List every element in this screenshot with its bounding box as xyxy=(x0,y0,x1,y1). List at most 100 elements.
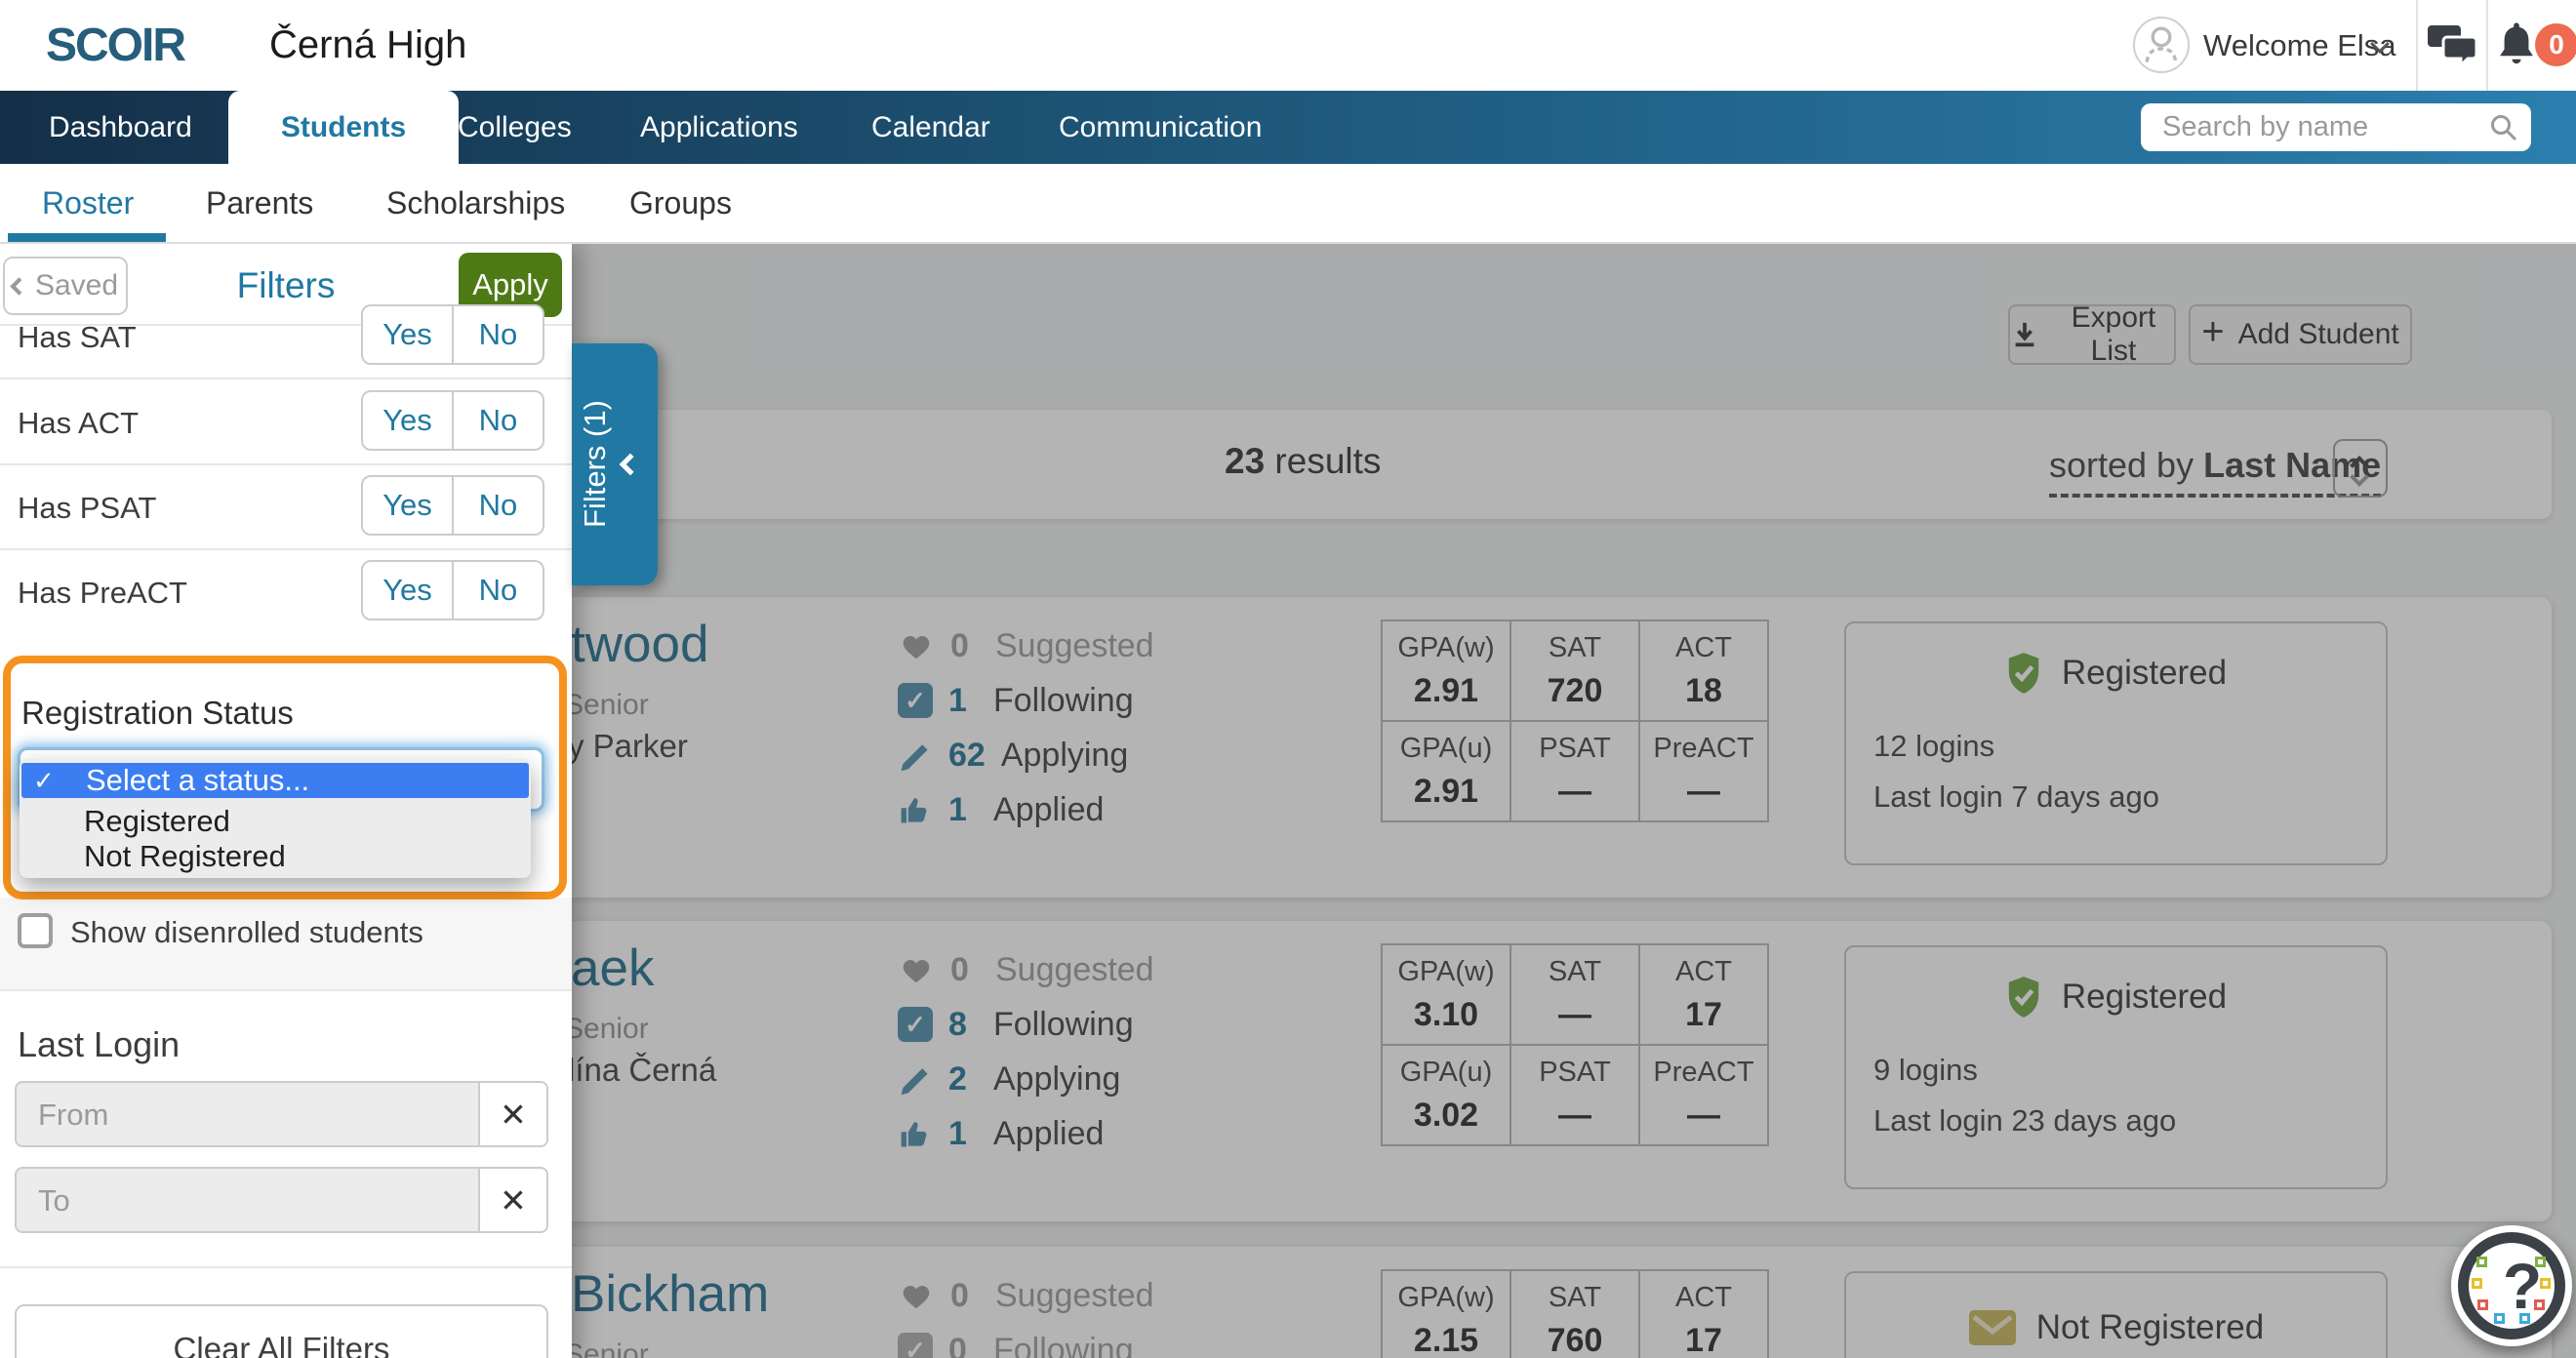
show-disenrolled-checkbox[interactable] xyxy=(18,913,53,948)
filters-collapse-tab[interactable]: Filters (1) xyxy=(572,343,658,585)
divider xyxy=(0,324,572,326)
stat-suggested[interactable]: 0 Suggested xyxy=(898,1268,1154,1323)
score-label: GPA(u) xyxy=(1399,732,1493,764)
notification-count-badge: 0 xyxy=(2535,23,2576,66)
divider xyxy=(0,548,572,550)
stat-applied[interactable]: 1 Applied xyxy=(898,782,1154,837)
score-label: GPA(u) xyxy=(1399,1056,1493,1088)
stat-applying[interactable]: 2 Applying xyxy=(898,1052,1154,1106)
clear-all-filters-button[interactable]: Clear All Filters xyxy=(15,1304,548,1358)
user-avatar[interactable] xyxy=(2133,17,2190,73)
score-label: GPA(w) xyxy=(1397,1281,1495,1313)
yes-button[interactable]: Yes xyxy=(363,392,454,449)
yes-button[interactable]: Yes xyxy=(363,306,454,363)
account-menu-trigger[interactable]: Welcome Elsa xyxy=(2203,28,2396,62)
from-input[interactable] xyxy=(38,1095,448,1136)
score-value: 2.15 xyxy=(1413,1321,1479,1358)
yes-button[interactable]: Yes xyxy=(363,562,454,619)
add-student-button[interactable]: + Add Student xyxy=(2189,304,2412,365)
dropdown-option-not-registered[interactable]: Not Registered xyxy=(84,839,286,873)
student-name-link[interactable]: twood xyxy=(571,616,709,673)
stat-value: 0 xyxy=(950,1276,969,1314)
stat-value: 62 xyxy=(948,736,986,774)
sort-direction-button[interactable] xyxy=(2333,439,2388,498)
dropdown-option-registered[interactable]: Registered xyxy=(84,804,230,838)
student-college-stats: 0 Suggested ✓ 8 Following 2 Applying 1 A… xyxy=(898,942,1154,1161)
nav-communication[interactable]: Communication xyxy=(1059,111,1263,143)
last-login-text: Last login 23 days ago xyxy=(1873,1103,2177,1138)
to-input[interactable] xyxy=(38,1180,448,1221)
stat-suggested[interactable]: 0 Suggested xyxy=(898,942,1154,997)
score-value: 17 xyxy=(1685,995,1722,1033)
scoir-logo[interactable]: SCOIR xyxy=(46,20,186,71)
score-label: ACT xyxy=(1675,1281,1732,1313)
score-label: SAT xyxy=(1548,955,1602,987)
nav-students[interactable]: Students xyxy=(228,91,459,164)
clear-from-button[interactable]: ✕ xyxy=(478,1083,546,1145)
sort-field-trigger[interactable]: sorted by Last Name xyxy=(2049,445,2382,498)
check-square-icon: ✓ xyxy=(898,683,933,718)
notifications-button[interactable] xyxy=(2494,20,2539,72)
heart-icon xyxy=(898,627,935,664)
export-list-button[interactable]: Export List xyxy=(2008,301,2176,367)
last-login-label: Last Login xyxy=(18,1024,181,1064)
filters-title: Filters xyxy=(236,265,336,305)
registration-panel: Not Registered xyxy=(1844,1271,2388,1358)
no-button[interactable]: No xyxy=(454,477,543,534)
tab-roster[interactable]: Roster xyxy=(42,185,135,220)
filter-label-has-psat: Has PSAT xyxy=(18,491,157,525)
student-grade: Senior xyxy=(564,1013,649,1045)
score-label: GPA(w) xyxy=(1397,631,1495,663)
clear-to-button[interactable]: ✕ xyxy=(478,1169,546,1231)
search-input[interactable] xyxy=(2162,107,2475,146)
heart-icon xyxy=(898,951,935,988)
has-preact-toggle: Yes No xyxy=(361,560,544,620)
nav-calendar[interactable]: Calendar xyxy=(871,111,990,143)
tab-scholarships[interactable]: Scholarships xyxy=(386,185,566,220)
has-psat-toggle: Yes No xyxy=(361,475,544,536)
stat-following[interactable]: ✓ 1 Following xyxy=(898,673,1154,728)
stat-following[interactable]: ✓ 0 Following xyxy=(898,1323,1154,1358)
download-icon xyxy=(2010,320,2039,349)
tab-groups[interactable]: Groups xyxy=(629,185,732,220)
thumbs-up-icon xyxy=(898,1116,933,1151)
last-login-from-field: ✕ xyxy=(15,1081,548,1147)
no-button[interactable]: No xyxy=(454,392,543,449)
score-value: 18 xyxy=(1685,671,1722,709)
stat-label: Suggested xyxy=(995,626,1154,664)
no-button[interactable]: No xyxy=(454,562,543,619)
check-square-icon: ✓ xyxy=(898,1007,933,1042)
login-count: 12 logins xyxy=(1873,729,1995,763)
stat-following[interactable]: ✓ 8 Following xyxy=(898,997,1154,1052)
score-value: — xyxy=(1687,1096,1720,1134)
score-label: PreACT xyxy=(1653,732,1754,764)
stat-applied[interactable]: 1 Applied xyxy=(898,1106,1154,1161)
registration-panel: Registered 12 logins Last login 7 days a… xyxy=(1844,621,2388,865)
stat-suggested[interactable]: 0 Suggested xyxy=(898,619,1154,673)
nav-dashboard[interactable]: Dashboard xyxy=(49,111,192,143)
student-card: Bickham Senior 0 Suggested ✓ 0 Following… xyxy=(551,1247,2552,1358)
help-button[interactable]: ? xyxy=(2451,1225,2572,1346)
nav-applications[interactable]: Applications xyxy=(640,111,798,143)
messages-button[interactable] xyxy=(2428,21,2478,70)
student-name-link[interactable]: Bickham xyxy=(571,1265,770,1323)
stat-applying[interactable]: 62 Applying xyxy=(898,728,1154,782)
yes-button[interactable]: Yes xyxy=(363,477,454,534)
thumbs-up-icon xyxy=(898,792,933,827)
dropdown-option-select-a-status[interactable]: ✓ Select a status... xyxy=(21,763,529,798)
filter-label-has-preact: Has PreACT xyxy=(18,576,187,610)
nav-colleges[interactable]: Colleges xyxy=(458,111,572,143)
score-value: 3.02 xyxy=(1413,1096,1479,1134)
student-counselor: y Parker xyxy=(568,728,688,764)
registration-status-label: Registration Status xyxy=(21,695,294,731)
score-value: — xyxy=(1558,1096,1591,1134)
stat-value: 2 xyxy=(948,1059,967,1098)
saved-filters-button[interactable]: Saved xyxy=(3,257,128,315)
no-button[interactable]: No xyxy=(454,306,543,363)
score-label: GPA(w) xyxy=(1397,955,1495,987)
show-disenrolled-label: Show disenrolled students xyxy=(70,915,423,949)
tab-parents[interactable]: Parents xyxy=(206,185,314,220)
student-name-link[interactable]: aek xyxy=(571,939,655,997)
students-subnav: Roster Parents Scholarships Groups xyxy=(0,164,2576,244)
stat-label: Following xyxy=(993,1331,1134,1358)
